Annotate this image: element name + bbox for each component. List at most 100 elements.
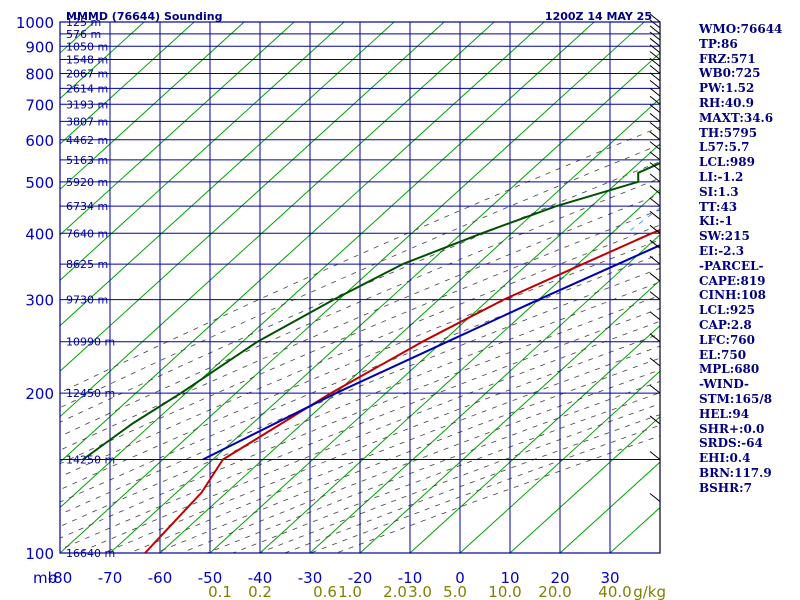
isotherm-line	[459, 370, 660, 553]
stat-value: 40.9	[724, 95, 754, 110]
dry-adiabat-line	[60, 294, 660, 539]
temperature-tick-label: -10	[398, 569, 423, 587]
isotherm-line	[559, 461, 660, 553]
stat-value: 0.4	[729, 451, 751, 466]
stat-value: 571	[730, 51, 756, 66]
wind-barb	[649, 151, 661, 161]
stat-item: EHI:0.4	[699, 451, 799, 466]
stat-value: -1	[719, 214, 733, 229]
dry-adiabat-line	[60, 126, 660, 394]
stat-label: SHR+	[699, 421, 740, 436]
stat-item: CINH:108	[699, 288, 799, 303]
stat-item: TT:43	[699, 200, 799, 215]
stat-separator: :	[716, 199, 721, 214]
wind-barb	[649, 25, 661, 35]
temperature-tick-label: 0	[455, 569, 465, 587]
height-label: 7640 m	[66, 227, 108, 240]
stat-item: EI:-2.3	[699, 244, 799, 259]
stat-separator: :	[720, 95, 725, 110]
dry-adiabat-line	[60, 209, 660, 465]
wind-barb	[649, 493, 661, 502]
isotherm-line	[60, 22, 195, 145]
height-label: 5920 m	[66, 176, 108, 189]
stat-item: STM:165/8	[699, 392, 799, 407]
stat-separator: :	[726, 51, 731, 66]
height-label: 14250 m	[66, 453, 115, 466]
stat-value: 215	[724, 229, 750, 244]
stat-value: 5795	[723, 125, 758, 140]
mixing-ratio-label: 20.0	[538, 583, 571, 600]
wind-barb	[649, 162, 661, 171]
temperature-tick-label: -80	[48, 569, 73, 587]
height-label: 9730 m	[66, 294, 108, 307]
stat-separator: :	[725, 332, 730, 347]
isotherm-line	[60, 22, 445, 372]
height-label: 10990 m	[66, 336, 115, 349]
stat-label: CAPE	[699, 273, 737, 288]
isotherm-line	[60, 22, 395, 327]
stat-label: KI	[699, 214, 716, 229]
isotherm-line	[60, 22, 495, 418]
height-label: 1050 m	[66, 40, 108, 53]
wind-barb	[649, 210, 661, 220]
temperature-line	[144, 228, 660, 553]
temperature-tick-label: -30	[298, 569, 323, 587]
wind-barb	[649, 87, 661, 97]
stat-separator: :	[716, 347, 722, 362]
stat-item: SI:1.3	[699, 185, 799, 200]
stat-item: MPL:680	[699, 362, 799, 377]
dry-adiabat-line	[60, 239, 660, 491]
stat-item: LCL:925	[699, 303, 799, 318]
stat-value: 1.52	[725, 81, 755, 96]
dry-adiabat-line	[60, 308, 660, 550]
stat-separator: :	[726, 317, 731, 332]
stat-value: 86	[720, 36, 738, 51]
wind-barb	[649, 131, 661, 141]
stat-item: HEL:94	[699, 407, 799, 422]
stat-separator: :	[725, 303, 730, 318]
stat-label: BRN	[699, 465, 730, 480]
wind-barbs	[649, 13, 661, 553]
wind-barb	[649, 185, 661, 195]
temperature-tick-label: 30	[600, 569, 619, 587]
stat-separator: :	[713, 169, 718, 184]
temperature-tick-label: -50	[198, 569, 223, 587]
stat-separator: :	[725, 155, 730, 170]
pressure-tick-label: 300	[25, 292, 54, 310]
stat-label: EI	[699, 243, 714, 258]
pressure-tick-label: 900	[25, 38, 54, 56]
wind-barb	[649, 173, 661, 183]
stat-item: -WIND-	[699, 377, 799, 392]
wind-barb	[649, 44, 661, 54]
isotherm-line	[60, 22, 595, 509]
height-label: 576 m	[66, 28, 101, 41]
temperature-tick-label: 10	[500, 569, 519, 587]
stat-value: 819	[740, 273, 766, 288]
isotherm-line	[60, 22, 295, 236]
dry-adiabat-line	[60, 144, 660, 409]
stat-label: TT	[699, 199, 717, 214]
stat-label: SI	[699, 184, 714, 199]
chart-time: 1200Z 14 MAY 25	[545, 10, 652, 23]
stat-value: 760	[729, 332, 756, 347]
stat-item: CAP:2.8	[699, 318, 799, 333]
dry-adiabat-line	[60, 193, 660, 451]
stat-separator: :	[725, 451, 730, 466]
stat-item: FRZ:571	[699, 52, 799, 67]
isotherm-line	[509, 415, 660, 553]
dry-adiabat-line	[60, 161, 660, 423]
height-label: 1548 m	[66, 53, 108, 66]
stat-label: -WIND-	[699, 377, 749, 392]
dry-adiabat-line	[60, 267, 660, 515]
pressure-unit-label: mb	[33, 569, 57, 587]
stat-label: TP	[699, 36, 717, 51]
pressure-tick-label: 800	[25, 65, 54, 83]
chart-title: MMMD (76644) Sounding	[66, 10, 222, 23]
stat-separator: :	[720, 81, 726, 96]
stat-value: -2.3	[718, 243, 745, 258]
wind-barb	[649, 65, 661, 74]
stat-separator: :	[713, 184, 718, 199]
wind-barb	[649, 121, 661, 131]
mixing-ratio-label: 2.0	[383, 583, 407, 600]
stat-value: 117.9	[734, 465, 772, 480]
